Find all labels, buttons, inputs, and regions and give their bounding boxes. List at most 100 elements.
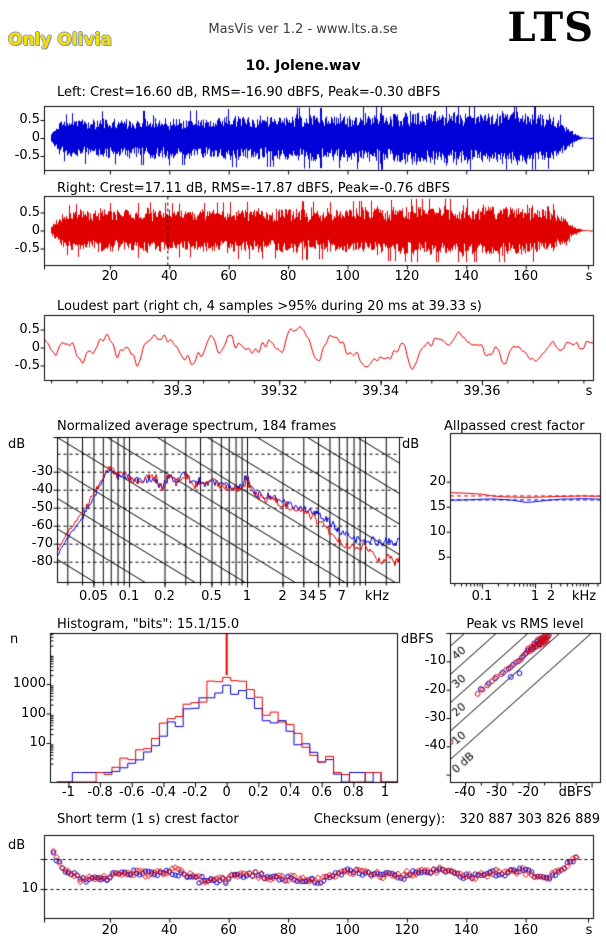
x-tick-label: 0.2 [154, 589, 175, 604]
x-tick-label: 20 [101, 269, 119, 284]
x-tick-label: 0.2 [248, 785, 269, 800]
y-tick-label: -50 [31, 499, 53, 515]
x-tick-label: -20 [517, 785, 539, 800]
right-waveform-plot [34, 186, 603, 275]
x-tick-label: 0.4 [279, 785, 301, 800]
y-tick-label: -0.5 [14, 148, 40, 163]
x-tick-label: 0.1 [471, 589, 493, 604]
x-tick-label: -0.6 [119, 785, 145, 800]
x-tick-label: 60 [220, 269, 237, 284]
x-tick-label: 40 [161, 923, 178, 938]
y-tick-label: 0.5 [19, 321, 40, 337]
y-tick-label: -40 [424, 738, 446, 754]
checksum-value: 320 887 303 826 889 [459, 812, 600, 827]
x-tick-label: 2 [546, 589, 556, 604]
x-tick-label: 0.1 [118, 589, 140, 604]
y-tick-label: 5 [437, 548, 446, 564]
y-tick-label: -30 [424, 709, 446, 725]
x-tick-label: 4 [307, 589, 317, 604]
y-axis-unit: dB [8, 838, 26, 853]
lts-logo: LTS [507, 4, 594, 51]
allpassed-crest-plot [440, 423, 606, 593]
x-axis-unit: s [585, 269, 593, 284]
x-tick-label: -30 [486, 785, 508, 800]
x-tick-label: -0.8 [87, 785, 113, 800]
y-axis-unit: n [10, 632, 19, 647]
y-tick-label: 100 [21, 705, 46, 721]
x-tick-label: 140 [453, 923, 479, 938]
histogram-plot [40, 623, 407, 792]
track-title: 10. Jolene.wav [245, 58, 361, 74]
loudest-part-plot [34, 305, 603, 390]
y-axis-unit: dB [402, 437, 420, 452]
x-tick-label: 60 [220, 923, 237, 938]
x-tick-label: 0.8 [342, 785, 364, 800]
y-tick-label: 10 [21, 881, 38, 896]
y-tick-label: -20 [424, 681, 446, 697]
y-tick-label: -30 [31, 463, 53, 479]
y-tick-label: -80 [31, 553, 53, 569]
y-tick-label: 0.5 [19, 112, 40, 127]
x-tick-label: 0 [222, 785, 231, 800]
x-tick-label: 160 [513, 923, 539, 938]
y-tick-label: 10 [29, 735, 46, 750]
x-tick-label: -0.2 [182, 785, 208, 800]
x-tick-label: 39.32 [260, 384, 298, 399]
x-tick-label: 1 [530, 589, 540, 604]
x-tick-label: 5 [318, 589, 328, 604]
y-tick-label: 0.5 [19, 204, 40, 220]
y-tick-label: -10 [424, 653, 446, 669]
y-tick-label: -70 [31, 535, 53, 551]
x-tick-label: -40 [454, 785, 476, 800]
x-tick-label: 1 [242, 589, 252, 604]
x-axis-unit: kHz [571, 589, 597, 604]
collection-label: Only Olivia [8, 30, 112, 50]
x-tick-label: 39.3 [163, 384, 193, 399]
y-tick-label: 0 [31, 222, 40, 238]
peak-vs-rms-plot [440, 623, 606, 792]
x-axis-unit: s [585, 923, 593, 938]
x-tick-label: 39.36 [463, 384, 501, 399]
y-axis-unit: dBFS [401, 632, 434, 647]
x-tick-label: 80 [279, 269, 297, 284]
y-axis-unit: dB [8, 437, 26, 452]
x-tick-label: 80 [279, 923, 297, 938]
x-axis-unit: kHz [364, 589, 390, 604]
y-tick-label: 1000 [12, 676, 46, 691]
x-axis-unit: s [585, 384, 593, 399]
x-tick-label: 39.34 [361, 384, 400, 399]
x-tick-label: 100 [335, 923, 360, 938]
y-tick-label: -60 [31, 517, 53, 533]
app-version-label: MasVis ver 1.2 - www.lts.a.se [208, 22, 398, 37]
x-tick-label: 7 [337, 589, 346, 604]
left-waveform-plot [34, 96, 603, 180]
x-tick-label: 100 [335, 269, 360, 284]
y-tick-label: -40 [31, 481, 53, 497]
y-tick-label: 20 [429, 473, 446, 489]
y-tick-label: -0.5 [14, 240, 40, 256]
x-axis-unit: dBFS [558, 785, 592, 800]
x-tick-label: 140 [453, 269, 479, 284]
y-tick-label: 15 [429, 498, 446, 514]
x-tick-label: 120 [394, 269, 420, 284]
x-tick-label: 120 [394, 923, 420, 938]
y-tick-label: -0.5 [14, 357, 40, 373]
short-term-crest-title: Short term (1 s) crest factor [57, 812, 239, 827]
x-tick-label: 3 [299, 589, 308, 604]
checksum-label: Checksum (energy): [313, 812, 446, 827]
y-tick-label: 0 [31, 130, 40, 145]
y-tick-label: 0 [31, 339, 40, 355]
x-tick-label: 1 [380, 785, 390, 800]
x-tick-label: 40 [161, 269, 178, 284]
checksum: Checksum (energy): 320 887 303 826 889 [295, 812, 600, 827]
x-tick-label: 0.6 [311, 785, 333, 800]
x-tick-label: 0.5 [201, 589, 222, 604]
short-term-crest-plot [34, 825, 603, 928]
x-tick-label: 2 [278, 589, 287, 604]
spectrum-plot [47, 427, 409, 592]
y-tick-label: 10 [429, 523, 446, 539]
x-tick-label: 160 [513, 269, 539, 284]
x-tick-label: 0.05 [78, 589, 108, 604]
x-tick-label: -0.4 [150, 785, 177, 800]
